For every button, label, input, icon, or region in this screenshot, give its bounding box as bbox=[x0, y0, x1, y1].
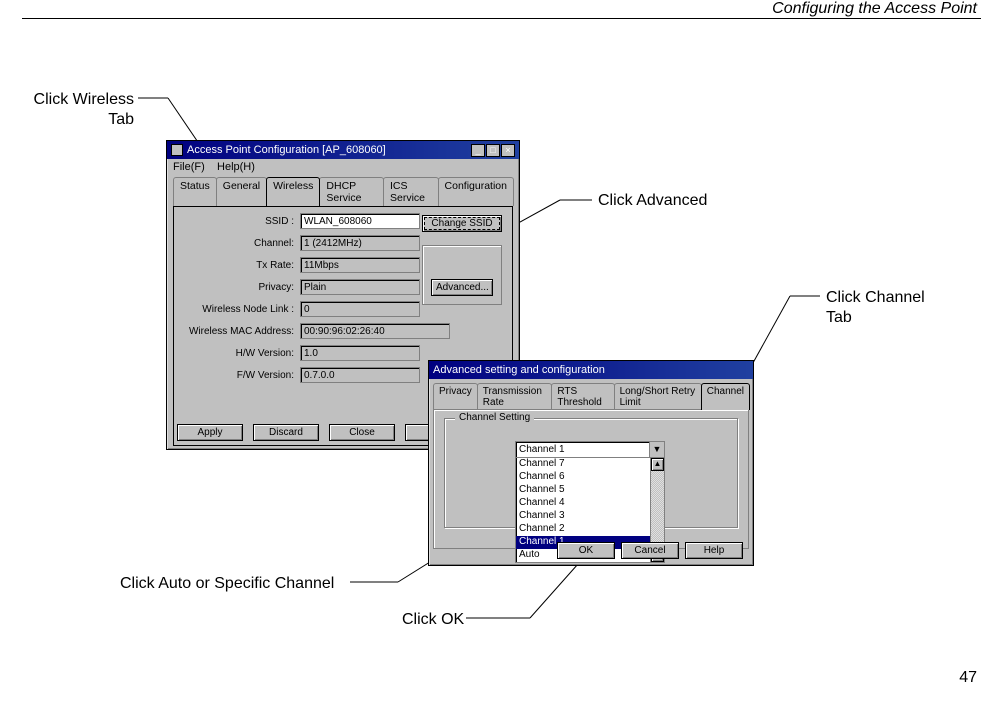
callout-auto-channel: Click Auto or Specific Channel bbox=[120, 575, 334, 593]
main-button-bar: Apply Discard Close Exit bbox=[177, 424, 471, 441]
ok-button[interactable]: OK bbox=[557, 542, 615, 559]
header-rule bbox=[22, 18, 981, 19]
advanced-settings-window: Advanced setting and configuration Priva… bbox=[428, 360, 754, 566]
hw-field: 1.0 bbox=[300, 345, 420, 361]
tab-rts[interactable]: RTS Threshold bbox=[551, 383, 614, 410]
combo-option[interactable]: Channel 7 bbox=[516, 458, 664, 471]
channel-groupbox: Channel Setting Channel 1 ▼ Channel 7 Ch… bbox=[444, 418, 738, 528]
menubar: File(F) Help(H) bbox=[167, 159, 519, 175]
channel-label: Channel: bbox=[182, 238, 300, 249]
callout-ok: Click OK bbox=[402, 611, 464, 629]
minimize-button[interactable]: _ bbox=[471, 144, 485, 157]
adv-tabs: Privacy Transmission Rate RTS Threshold … bbox=[433, 383, 749, 410]
callout-advanced: Click Advanced bbox=[598, 192, 707, 210]
callout-wireless-tab: Click Wireless Tab bbox=[14, 90, 134, 130]
tab-general[interactable]: General bbox=[216, 177, 267, 206]
close-window-button[interactable]: × bbox=[501, 144, 515, 157]
menu-help[interactable]: Help(H) bbox=[217, 161, 255, 173]
change-ssid-button[interactable]: Change SSID bbox=[422, 215, 502, 232]
channel-field: 1 (2412MHz) bbox=[300, 235, 420, 251]
combo-option[interactable]: Channel 3 bbox=[516, 510, 664, 523]
tab-ics[interactable]: ICS Service bbox=[383, 177, 439, 206]
page-header: Configuring the Access Point bbox=[772, 0, 977, 18]
channel-group-label: Channel Setting bbox=[455, 412, 534, 423]
nodelink-label: Wireless Node Link : bbox=[182, 304, 300, 315]
main-title: Access Point Configuration [AP_608060] bbox=[187, 144, 386, 156]
tab-config[interactable]: Configuration bbox=[438, 177, 514, 206]
apply-button[interactable]: Apply bbox=[177, 424, 243, 441]
advanced-group: Advanced... bbox=[422, 245, 502, 305]
main-tabs: Status General Wireless DHCP Service ICS… bbox=[173, 177, 513, 206]
main-titlebar: Access Point Configuration [AP_608060] _… bbox=[167, 141, 519, 159]
txrate-label: Tx Rate: bbox=[182, 260, 300, 271]
fw-label: F/W Version: bbox=[182, 370, 300, 381]
adv-button-bar: OK Cancel Help bbox=[557, 542, 743, 559]
tab-channel[interactable]: Channel bbox=[701, 383, 750, 410]
cancel-button[interactable]: Cancel bbox=[621, 542, 679, 559]
scroll-track[interactable] bbox=[651, 471, 664, 549]
app-icon bbox=[171, 144, 183, 156]
channel-panel: Channel Setting Channel 1 ▼ Channel 7 Ch… bbox=[433, 409, 749, 549]
callout-channel-tab: Click Channel Tab bbox=[826, 288, 946, 328]
adv-titlebar: Advanced setting and configuration bbox=[429, 361, 753, 379]
mac-field: 00:90:96:02:26:40 bbox=[300, 323, 450, 339]
combo-option[interactable]: Channel 5 bbox=[516, 484, 664, 497]
mac-label: Wireless MAC Address: bbox=[182, 326, 300, 337]
hw-label: H/W Version: bbox=[182, 348, 300, 359]
chevron-down-icon[interactable]: ▼ bbox=[649, 442, 664, 457]
discard-button[interactable]: Discard bbox=[253, 424, 319, 441]
tab-txrate[interactable]: Transmission Rate bbox=[477, 383, 553, 410]
help-button[interactable]: Help bbox=[685, 542, 743, 559]
combo-option[interactable]: Channel 4 bbox=[516, 497, 664, 510]
privacy-field: Plain bbox=[300, 279, 420, 295]
advanced-button[interactable]: Advanced... bbox=[431, 279, 493, 296]
ssid-field[interactable]: WLAN_608060 bbox=[300, 213, 420, 229]
adv-title: Advanced setting and configuration bbox=[433, 364, 605, 376]
fw-field: 0.7.0.0 bbox=[300, 367, 420, 383]
scroll-up-icon[interactable]: ▲ bbox=[651, 458, 664, 471]
nodelink-field: 0 bbox=[300, 301, 420, 317]
tab-wireless[interactable]: Wireless bbox=[266, 177, 320, 206]
txrate-field: 11Mbps bbox=[300, 257, 420, 273]
tab-retry[interactable]: Long/Short Retry Limit bbox=[614, 383, 702, 410]
ssid-label: SSID : bbox=[182, 216, 300, 227]
tab-privacy[interactable]: Privacy bbox=[433, 383, 478, 410]
page-number: 47 bbox=[959, 669, 977, 687]
close-button[interactable]: Close bbox=[329, 424, 395, 441]
channel-combo-value: Channel 1 bbox=[516, 442, 649, 457]
menu-file[interactable]: File(F) bbox=[173, 161, 205, 173]
maximize-button[interactable]: □ bbox=[486, 144, 500, 157]
combo-option[interactable]: Channel 6 bbox=[516, 471, 664, 484]
tab-dhcp[interactable]: DHCP Service bbox=[319, 177, 384, 206]
combo-option[interactable]: Channel 2 bbox=[516, 523, 664, 536]
privacy-label: Privacy: bbox=[182, 282, 300, 293]
tab-status[interactable]: Status bbox=[173, 177, 217, 206]
